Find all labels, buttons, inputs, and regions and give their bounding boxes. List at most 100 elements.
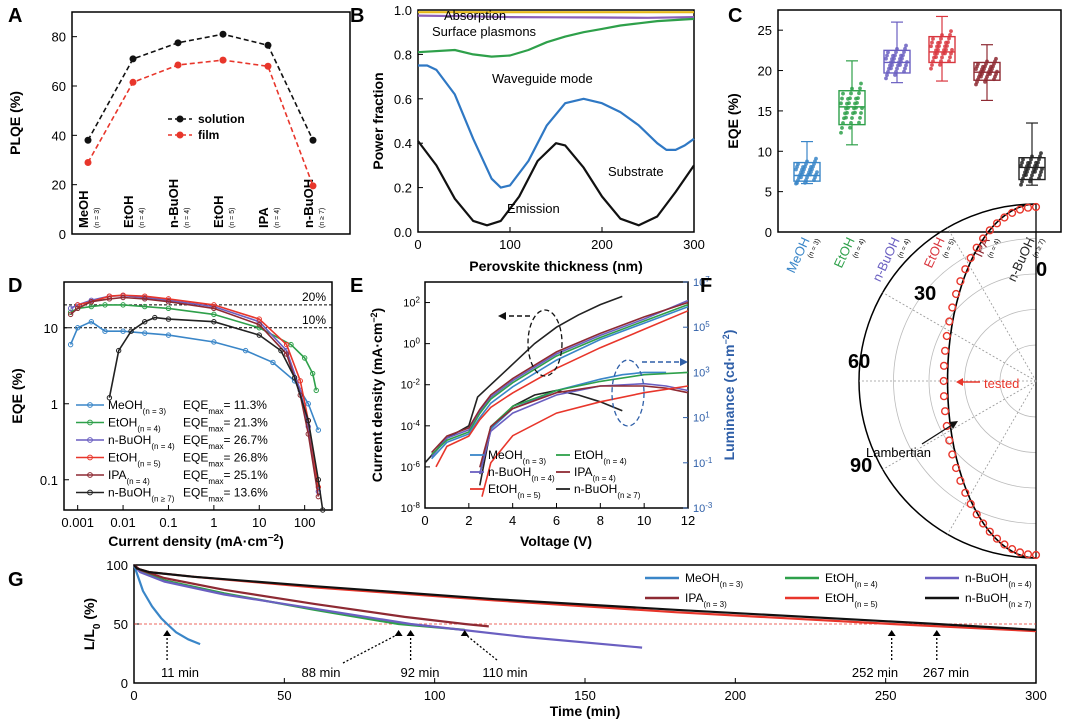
ytick-label: 20 [758, 64, 772, 79]
sample-point [887, 66, 891, 71]
marker-label: 252 min [852, 665, 898, 680]
panel-b-xticks: 0 100 200 300 [414, 227, 705, 252]
series-line-n-BuOH [133, 564, 643, 649]
angle-label-90: 90 [850, 455, 872, 477]
luminance-curve [479, 385, 689, 468]
legend-label: n-BuOH(n = 4) [488, 465, 555, 483]
data-point-EtOH [283, 341, 290, 348]
box-4 [973, 44, 1001, 102]
data-point-n-BuOH [305, 417, 311, 424]
panel-g: G L/L0 (%) Time (min) 0 50 100 0 50 100 150 20… [8, 558, 1047, 719]
tested-point [956, 476, 965, 485]
sample-point [885, 53, 889, 58]
data-point-MeOH [102, 328, 108, 334]
marker-label: 11 min [161, 665, 199, 680]
category-sublabel: (n = 4) [184, 208, 191, 228]
sample-point [859, 81, 863, 86]
legend-label: EtOH(n = 4) [825, 571, 878, 589]
series-line-n-BuOH [133, 564, 1037, 631]
data-point-n-BuOH [320, 507, 326, 513]
sample-point [841, 91, 845, 96]
ytick-label: 20 [52, 178, 66, 193]
panel-d-series [67, 292, 326, 513]
sample-point [902, 69, 906, 74]
data-point-EtOH [211, 311, 217, 318]
sample-point [899, 53, 903, 58]
marker-label: 92 min [400, 665, 439, 680]
label-tested: tested [984, 376, 1019, 391]
ref-label: 20% [302, 290, 326, 304]
data-point-MeOH [88, 319, 95, 325]
sample-point [1031, 170, 1035, 175]
category-label: n-BuOH [301, 179, 316, 228]
xtick-label: 0 [421, 513, 428, 528]
annot-emission: Emission [507, 201, 560, 216]
sample-point [884, 76, 888, 81]
ytick-label: 10-2 [401, 377, 421, 392]
data-point-film [264, 62, 272, 70]
sample-point [886, 50, 890, 55]
box-2 [883, 21, 911, 84]
ytick-label: 100 [403, 336, 420, 351]
sample-point [897, 60, 901, 65]
sample-point [1020, 179, 1024, 184]
panel-a-series [84, 30, 317, 190]
xtick-label: 200 [591, 237, 613, 252]
curve-Waveguide mode [418, 64, 695, 189]
data-point-n-BuOH [315, 477, 322, 483]
sample-point [981, 64, 985, 69]
xtick-label: 200 [724, 688, 746, 703]
sample-point [850, 86, 854, 91]
sample-point [851, 111, 855, 116]
sample-point [1021, 176, 1025, 181]
data-point-IPA [165, 299, 172, 305]
sample-point [930, 63, 934, 67]
sample-point [840, 96, 844, 101]
data-point-film [84, 158, 92, 166]
data-point-film [219, 56, 227, 64]
data-point-IPA [283, 351, 290, 357]
xtick-label: 6 [553, 513, 560, 528]
ytick-label: 60 [52, 79, 66, 94]
marker-arrowhead [460, 630, 469, 636]
callout-luminance-arrowhead [680, 358, 688, 366]
sample-point [853, 101, 857, 106]
tested-point [992, 534, 1002, 543]
data-point-n-BuOH [115, 347, 122, 354]
sample-point [948, 32, 952, 37]
tested-point [1000, 540, 1009, 549]
marker-arrow [342, 633, 399, 664]
panel-e-legend: MeOH(n = 3) EtOH(n = 4) n-BuOH(n = 4) IPA(n… [470, 448, 641, 500]
legend-label: n-BuOH(n ≥ 7) [574, 482, 641, 500]
xtick-label: 100 [499, 237, 521, 252]
series-line-solution [87, 33, 314, 141]
sample-point [809, 165, 813, 169]
legend-label: EtOH(n = 4) [108, 416, 161, 434]
tested-point [1023, 550, 1033, 559]
sample-point [841, 121, 845, 125]
data-point-EtOH [211, 302, 217, 308]
legend-film: film [198, 128, 219, 142]
current-density-curve [430, 299, 689, 458]
tested-point [939, 361, 949, 370]
legend-eqe: EQEmax= 11.3% [183, 398, 267, 416]
ytick-label: 25 [758, 23, 772, 38]
curve-Surface plasmons [417, 14, 695, 19]
sample-point [885, 73, 889, 78]
sample-point [815, 170, 819, 175]
panel-d-letter: D [8, 275, 22, 297]
sample-point [1029, 157, 1033, 162]
legend-solution: solution [198, 112, 245, 126]
sample-point [1022, 173, 1026, 178]
panel-d-reference-lines: 20% 10% [64, 290, 332, 329]
sample-point [893, 73, 897, 77]
panel-c-frame [777, 9, 1062, 233]
panel-b-ylabel: Power fraction [370, 72, 386, 169]
panel-b-letter: B [350, 5, 364, 27]
data-point-EtOH [309, 370, 316, 377]
sample-point [905, 60, 909, 64]
data-point-solution [219, 30, 227, 38]
xtick-label: 0.1 [159, 515, 177, 530]
ytick-label: 0.0 [394, 225, 412, 240]
xtick-label: 12 [681, 513, 695, 528]
